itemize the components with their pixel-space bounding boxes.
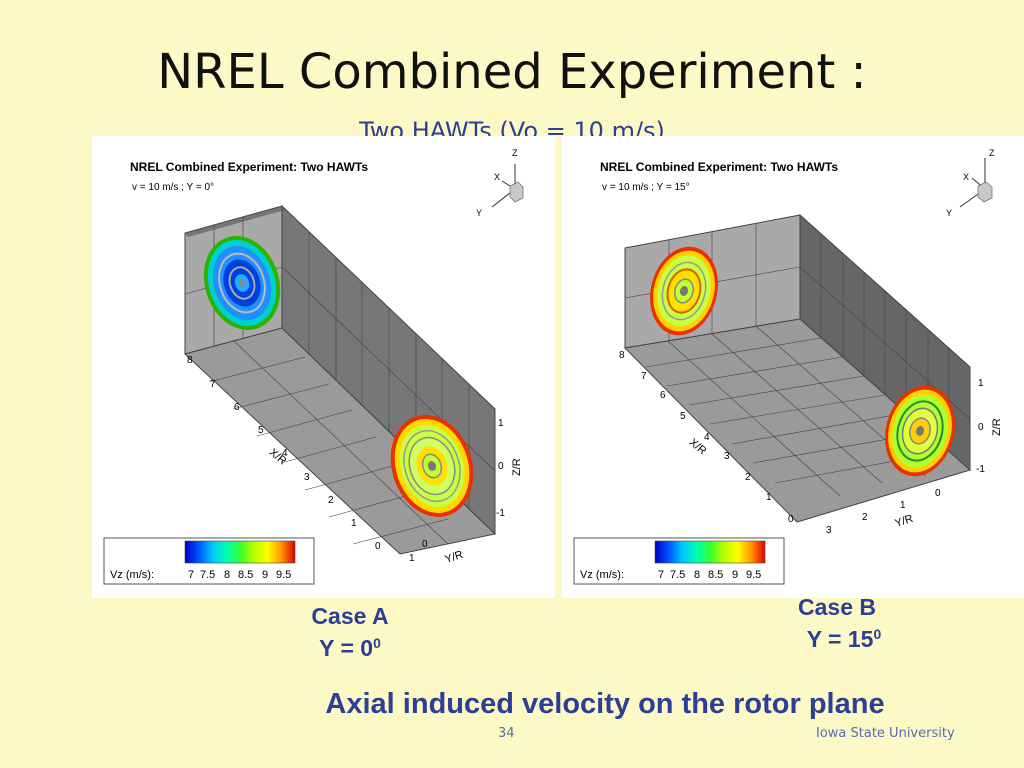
x-tick: 3	[724, 451, 730, 462]
x-tick: 5	[258, 425, 264, 436]
x-tick: 8	[619, 350, 625, 361]
svg-text:7.5: 7.5	[670, 569, 685, 581]
case-a-name: Case A	[311, 603, 389, 629]
plot-params: v = 10 m/s ; Y = 15°	[602, 182, 690, 193]
axis-label-y: Y/R	[893, 513, 914, 530]
x-tick: 4	[282, 448, 288, 459]
x-tick: 8	[187, 355, 193, 366]
footer-text: Iowa State University	[816, 726, 955, 741]
rotor-disk-upstream	[203, 235, 281, 331]
z-tick: -1	[496, 508, 505, 519]
svg-text:X: X	[963, 172, 969, 182]
page-number: 34	[498, 726, 515, 741]
plot-panel-case-a: NREL Combined Experiment: Two HAWTs v = …	[92, 136, 555, 598]
x-tick: 1	[351, 518, 357, 529]
x-tick: 3	[304, 472, 310, 483]
svg-text:Y: Y	[476, 208, 482, 218]
case-a-angle: Y = 00	[319, 635, 381, 661]
svg-text:9.5: 9.5	[276, 569, 291, 581]
svg-text:Y: Y	[946, 208, 952, 218]
z-tick: 1	[498, 418, 504, 429]
x-tick: 2	[328, 495, 334, 506]
rotor-disk-downstream	[885, 385, 955, 477]
svg-text:8: 8	[224, 569, 230, 581]
y-tick: 0	[935, 488, 941, 499]
axis-triad-icon: Z X Y	[476, 148, 524, 218]
svg-text:7: 7	[188, 569, 194, 581]
x-tick: 1	[766, 492, 772, 503]
svg-text:9: 9	[262, 569, 268, 581]
case-b-label: Case B Y = 150	[762, 594, 912, 653]
svg-text:X: X	[494, 172, 500, 182]
svg-text:9: 9	[732, 569, 738, 581]
svg-text:Vz (m/s):: Vz (m/s):	[580, 569, 624, 581]
svg-text:8: 8	[694, 569, 700, 581]
plot-params: v = 10 m/s ; Y = 0°	[132, 182, 214, 193]
z-tick: 0	[498, 461, 504, 472]
svg-text:7.5: 7.5	[200, 569, 215, 581]
color-legend: Vz (m/s): 7 7.5 8 8.5 9 9.5	[103, 537, 315, 585]
y-tick: 1	[409, 553, 415, 564]
case-a-label: Case A Y = 00	[270, 603, 430, 662]
y-tick: 0	[422, 539, 428, 550]
axis-label-y: Y/R	[443, 549, 464, 566]
slide-caption: Axial induced velocity on the rotor plan…	[325, 688, 885, 720]
svg-text:8.5: 8.5	[238, 569, 253, 581]
svg-text:Z: Z	[989, 148, 995, 158]
svg-text:Vz (m/s):: Vz (m/s):	[110, 569, 154, 581]
svg-text:Z: Z	[512, 148, 518, 158]
color-legend: Vz (m/s): 7 7.5 8 8.5 9 9.5	[573, 537, 785, 585]
plot-title: NREL Combined Experiment: Two HAWTs	[130, 160, 368, 174]
z-tick: 1	[978, 378, 984, 389]
y-tick: 2	[862, 512, 868, 523]
x-tick: 6	[234, 402, 240, 413]
case-b-name: Case B	[798, 594, 876, 620]
x-tick: 0	[375, 541, 381, 552]
top-edge	[185, 206, 285, 237]
x-tick: 5	[680, 411, 686, 422]
x-tick: 7	[641, 371, 647, 382]
y-tick: 1	[900, 500, 906, 511]
rotor-disk-downstream	[390, 415, 474, 517]
svg-text:7: 7	[658, 569, 664, 581]
z-tick: 0	[978, 422, 984, 433]
axis-label-z: Z/R	[991, 418, 1003, 436]
x-tick: 6	[660, 390, 666, 401]
axis-label-z: Z/R	[511, 458, 523, 476]
y-tick: 3	[826, 525, 832, 536]
svg-text:9.5: 9.5	[746, 569, 761, 581]
slide-title: NREL Combined Experiment :	[157, 44, 867, 100]
x-tick: 7	[210, 379, 216, 390]
z-tick: -1	[976, 464, 985, 475]
axis-triad-icon: Z X Y	[946, 148, 995, 218]
plot-title: NREL Combined Experiment: Two HAWTs	[600, 160, 838, 174]
svg-text:8.5: 8.5	[708, 569, 723, 581]
case-b-angle: Y = 150	[806, 626, 882, 652]
plot-panel-case-b: NREL Combined Experiment: Two HAWTs v = …	[562, 136, 1024, 598]
x-tick: 0	[788, 514, 794, 525]
x-tick: 2	[745, 472, 751, 483]
floor	[623, 318, 972, 523]
rotor-disk-upstream	[650, 246, 718, 336]
x-tick: 4	[704, 432, 710, 443]
